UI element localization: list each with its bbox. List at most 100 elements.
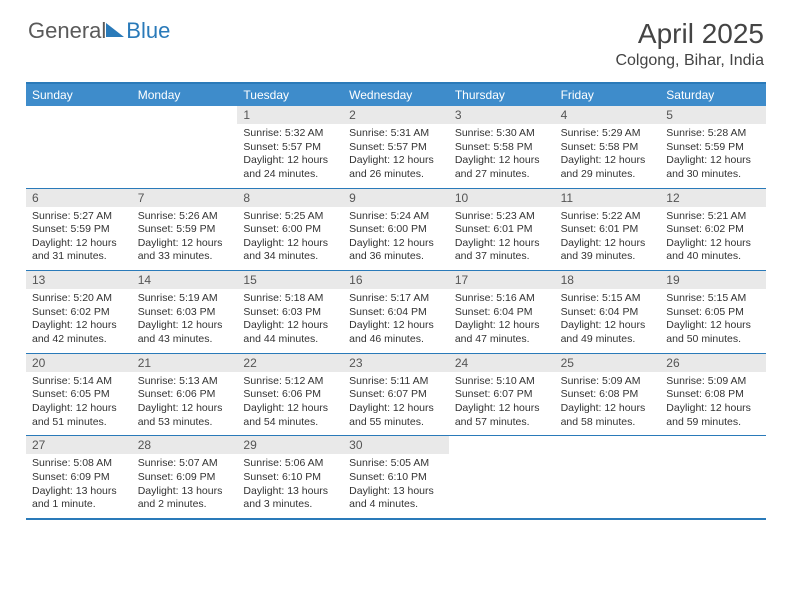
sunset-line: Sunset: 6:04 PM	[349, 306, 443, 320]
sunrise-line: Sunrise: 5:30 AM	[455, 127, 549, 141]
sunrise-line: Sunrise: 5:12 AM	[243, 375, 337, 389]
day-number	[660, 436, 766, 454]
sunrise-line: Sunrise: 5:31 AM	[349, 127, 443, 141]
weekday-header: Thursday	[449, 84, 555, 106]
logo-triangle-icon	[106, 23, 124, 37]
sunrise-line: Sunrise: 5:32 AM	[243, 127, 337, 141]
week-row: 20Sunrise: 5:14 AMSunset: 6:05 PMDayligh…	[26, 354, 766, 437]
day-number: 25	[555, 354, 661, 372]
day-cell: 17Sunrise: 5:16 AMSunset: 6:04 PMDayligh…	[449, 271, 555, 353]
day-cell	[555, 436, 661, 518]
day-number: 4	[555, 106, 661, 124]
day-number	[555, 436, 661, 454]
weekday-header: Monday	[132, 84, 238, 106]
day-cell: 16Sunrise: 5:17 AMSunset: 6:04 PMDayligh…	[343, 271, 449, 353]
sunrise-line: Sunrise: 5:24 AM	[349, 210, 443, 224]
day-detail: Sunrise: 5:32 AMSunset: 5:57 PMDaylight:…	[237, 124, 343, 188]
sunset-line: Sunset: 5:58 PM	[455, 141, 549, 155]
day-detail	[132, 124, 238, 188]
daylight-line: Daylight: 12 hours and 58 minutes.	[561, 402, 655, 429]
sunset-line: Sunset: 6:07 PM	[349, 388, 443, 402]
daylight-line: Daylight: 13 hours and 2 minutes.	[138, 485, 232, 512]
day-number	[449, 436, 555, 454]
day-number: 12	[660, 189, 766, 207]
daylight-line: Daylight: 12 hours and 24 minutes.	[243, 154, 337, 181]
daylight-line: Daylight: 12 hours and 44 minutes.	[243, 319, 337, 346]
day-number: 20	[26, 354, 132, 372]
sunrise-line: Sunrise: 5:27 AM	[32, 210, 126, 224]
day-detail	[26, 124, 132, 188]
sunrise-line: Sunrise: 5:11 AM	[349, 375, 443, 389]
sunrise-line: Sunrise: 5:23 AM	[455, 210, 549, 224]
day-number: 18	[555, 271, 661, 289]
weekday-header: Tuesday	[237, 84, 343, 106]
day-number: 28	[132, 436, 238, 454]
day-cell: 1Sunrise: 5:32 AMSunset: 5:57 PMDaylight…	[237, 106, 343, 188]
sunrise-line: Sunrise: 5:08 AM	[32, 457, 126, 471]
sunrise-line: Sunrise: 5:10 AM	[455, 375, 549, 389]
day-cell: 21Sunrise: 5:13 AMSunset: 6:06 PMDayligh…	[132, 354, 238, 436]
day-cell: 8Sunrise: 5:25 AMSunset: 6:00 PMDaylight…	[237, 189, 343, 271]
sunrise-line: Sunrise: 5:17 AM	[349, 292, 443, 306]
sunset-line: Sunset: 6:06 PM	[243, 388, 337, 402]
daylight-line: Daylight: 12 hours and 43 minutes.	[138, 319, 232, 346]
day-number: 7	[132, 189, 238, 207]
sunrise-line: Sunrise: 5:15 AM	[666, 292, 760, 306]
day-cell: 11Sunrise: 5:22 AMSunset: 6:01 PMDayligh…	[555, 189, 661, 271]
logo-text-b: Blue	[126, 18, 170, 44]
daylight-line: Daylight: 12 hours and 47 minutes.	[455, 319, 549, 346]
day-detail: Sunrise: 5:11 AMSunset: 6:07 PMDaylight:…	[343, 372, 449, 436]
location-subtitle: Colgong, Bihar, India	[615, 52, 764, 70]
day-cell: 24Sunrise: 5:10 AMSunset: 6:07 PMDayligh…	[449, 354, 555, 436]
daylight-line: Daylight: 12 hours and 51 minutes.	[32, 402, 126, 429]
daylight-line: Daylight: 12 hours and 42 minutes.	[32, 319, 126, 346]
day-cell: 6Sunrise: 5:27 AMSunset: 5:59 PMDaylight…	[26, 189, 132, 271]
page-header: General Blue April 2025 Colgong, Bihar, …	[0, 0, 792, 74]
sunrise-line: Sunrise: 5:28 AM	[666, 127, 760, 141]
day-detail: Sunrise: 5:08 AMSunset: 6:09 PMDaylight:…	[26, 454, 132, 518]
day-cell: 13Sunrise: 5:20 AMSunset: 6:02 PMDayligh…	[26, 271, 132, 353]
week-row: 6Sunrise: 5:27 AMSunset: 5:59 PMDaylight…	[26, 189, 766, 272]
week-row: 27Sunrise: 5:08 AMSunset: 6:09 PMDayligh…	[26, 436, 766, 520]
sunset-line: Sunset: 6:02 PM	[666, 223, 760, 237]
daylight-line: Daylight: 12 hours and 29 minutes.	[561, 154, 655, 181]
day-number: 17	[449, 271, 555, 289]
sunset-line: Sunset: 6:02 PM	[32, 306, 126, 320]
sunset-line: Sunset: 5:59 PM	[32, 223, 126, 237]
sunset-line: Sunset: 6:05 PM	[32, 388, 126, 402]
day-number: 14	[132, 271, 238, 289]
daylight-line: Daylight: 12 hours and 27 minutes.	[455, 154, 549, 181]
sunset-line: Sunset: 5:58 PM	[561, 141, 655, 155]
day-number: 9	[343, 189, 449, 207]
sunset-line: Sunset: 6:06 PM	[138, 388, 232, 402]
sunset-line: Sunset: 6:01 PM	[455, 223, 549, 237]
day-detail: Sunrise: 5:22 AMSunset: 6:01 PMDaylight:…	[555, 207, 661, 271]
daylight-line: Daylight: 12 hours and 53 minutes.	[138, 402, 232, 429]
day-number	[132, 106, 238, 124]
day-number: 15	[237, 271, 343, 289]
day-number: 13	[26, 271, 132, 289]
day-cell	[132, 106, 238, 188]
day-detail	[660, 454, 766, 518]
sunset-line: Sunset: 6:07 PM	[455, 388, 549, 402]
day-number	[26, 106, 132, 124]
day-number: 29	[237, 436, 343, 454]
day-cell: 25Sunrise: 5:09 AMSunset: 6:08 PMDayligh…	[555, 354, 661, 436]
day-detail: Sunrise: 5:25 AMSunset: 6:00 PMDaylight:…	[237, 207, 343, 271]
day-cell: 2Sunrise: 5:31 AMSunset: 5:57 PMDaylight…	[343, 106, 449, 188]
day-detail: Sunrise: 5:07 AMSunset: 6:09 PMDaylight:…	[132, 454, 238, 518]
day-detail: Sunrise: 5:28 AMSunset: 5:59 PMDaylight:…	[660, 124, 766, 188]
day-detail: Sunrise: 5:30 AMSunset: 5:58 PMDaylight:…	[449, 124, 555, 188]
daylight-line: Daylight: 12 hours and 50 minutes.	[666, 319, 760, 346]
day-detail: Sunrise: 5:20 AMSunset: 6:02 PMDaylight:…	[26, 289, 132, 353]
daylight-line: Daylight: 12 hours and 59 minutes.	[666, 402, 760, 429]
daylight-line: Daylight: 12 hours and 46 minutes.	[349, 319, 443, 346]
day-detail: Sunrise: 5:21 AMSunset: 6:02 PMDaylight:…	[660, 207, 766, 271]
day-cell: 30Sunrise: 5:05 AMSunset: 6:10 PMDayligh…	[343, 436, 449, 518]
day-detail	[555, 454, 661, 518]
day-cell: 4Sunrise: 5:29 AMSunset: 5:58 PMDaylight…	[555, 106, 661, 188]
daylight-line: Daylight: 12 hours and 31 minutes.	[32, 237, 126, 264]
sunset-line: Sunset: 6:00 PM	[243, 223, 337, 237]
title-block: April 2025 Colgong, Bihar, India	[615, 18, 764, 70]
day-detail: Sunrise: 5:06 AMSunset: 6:10 PMDaylight:…	[237, 454, 343, 518]
